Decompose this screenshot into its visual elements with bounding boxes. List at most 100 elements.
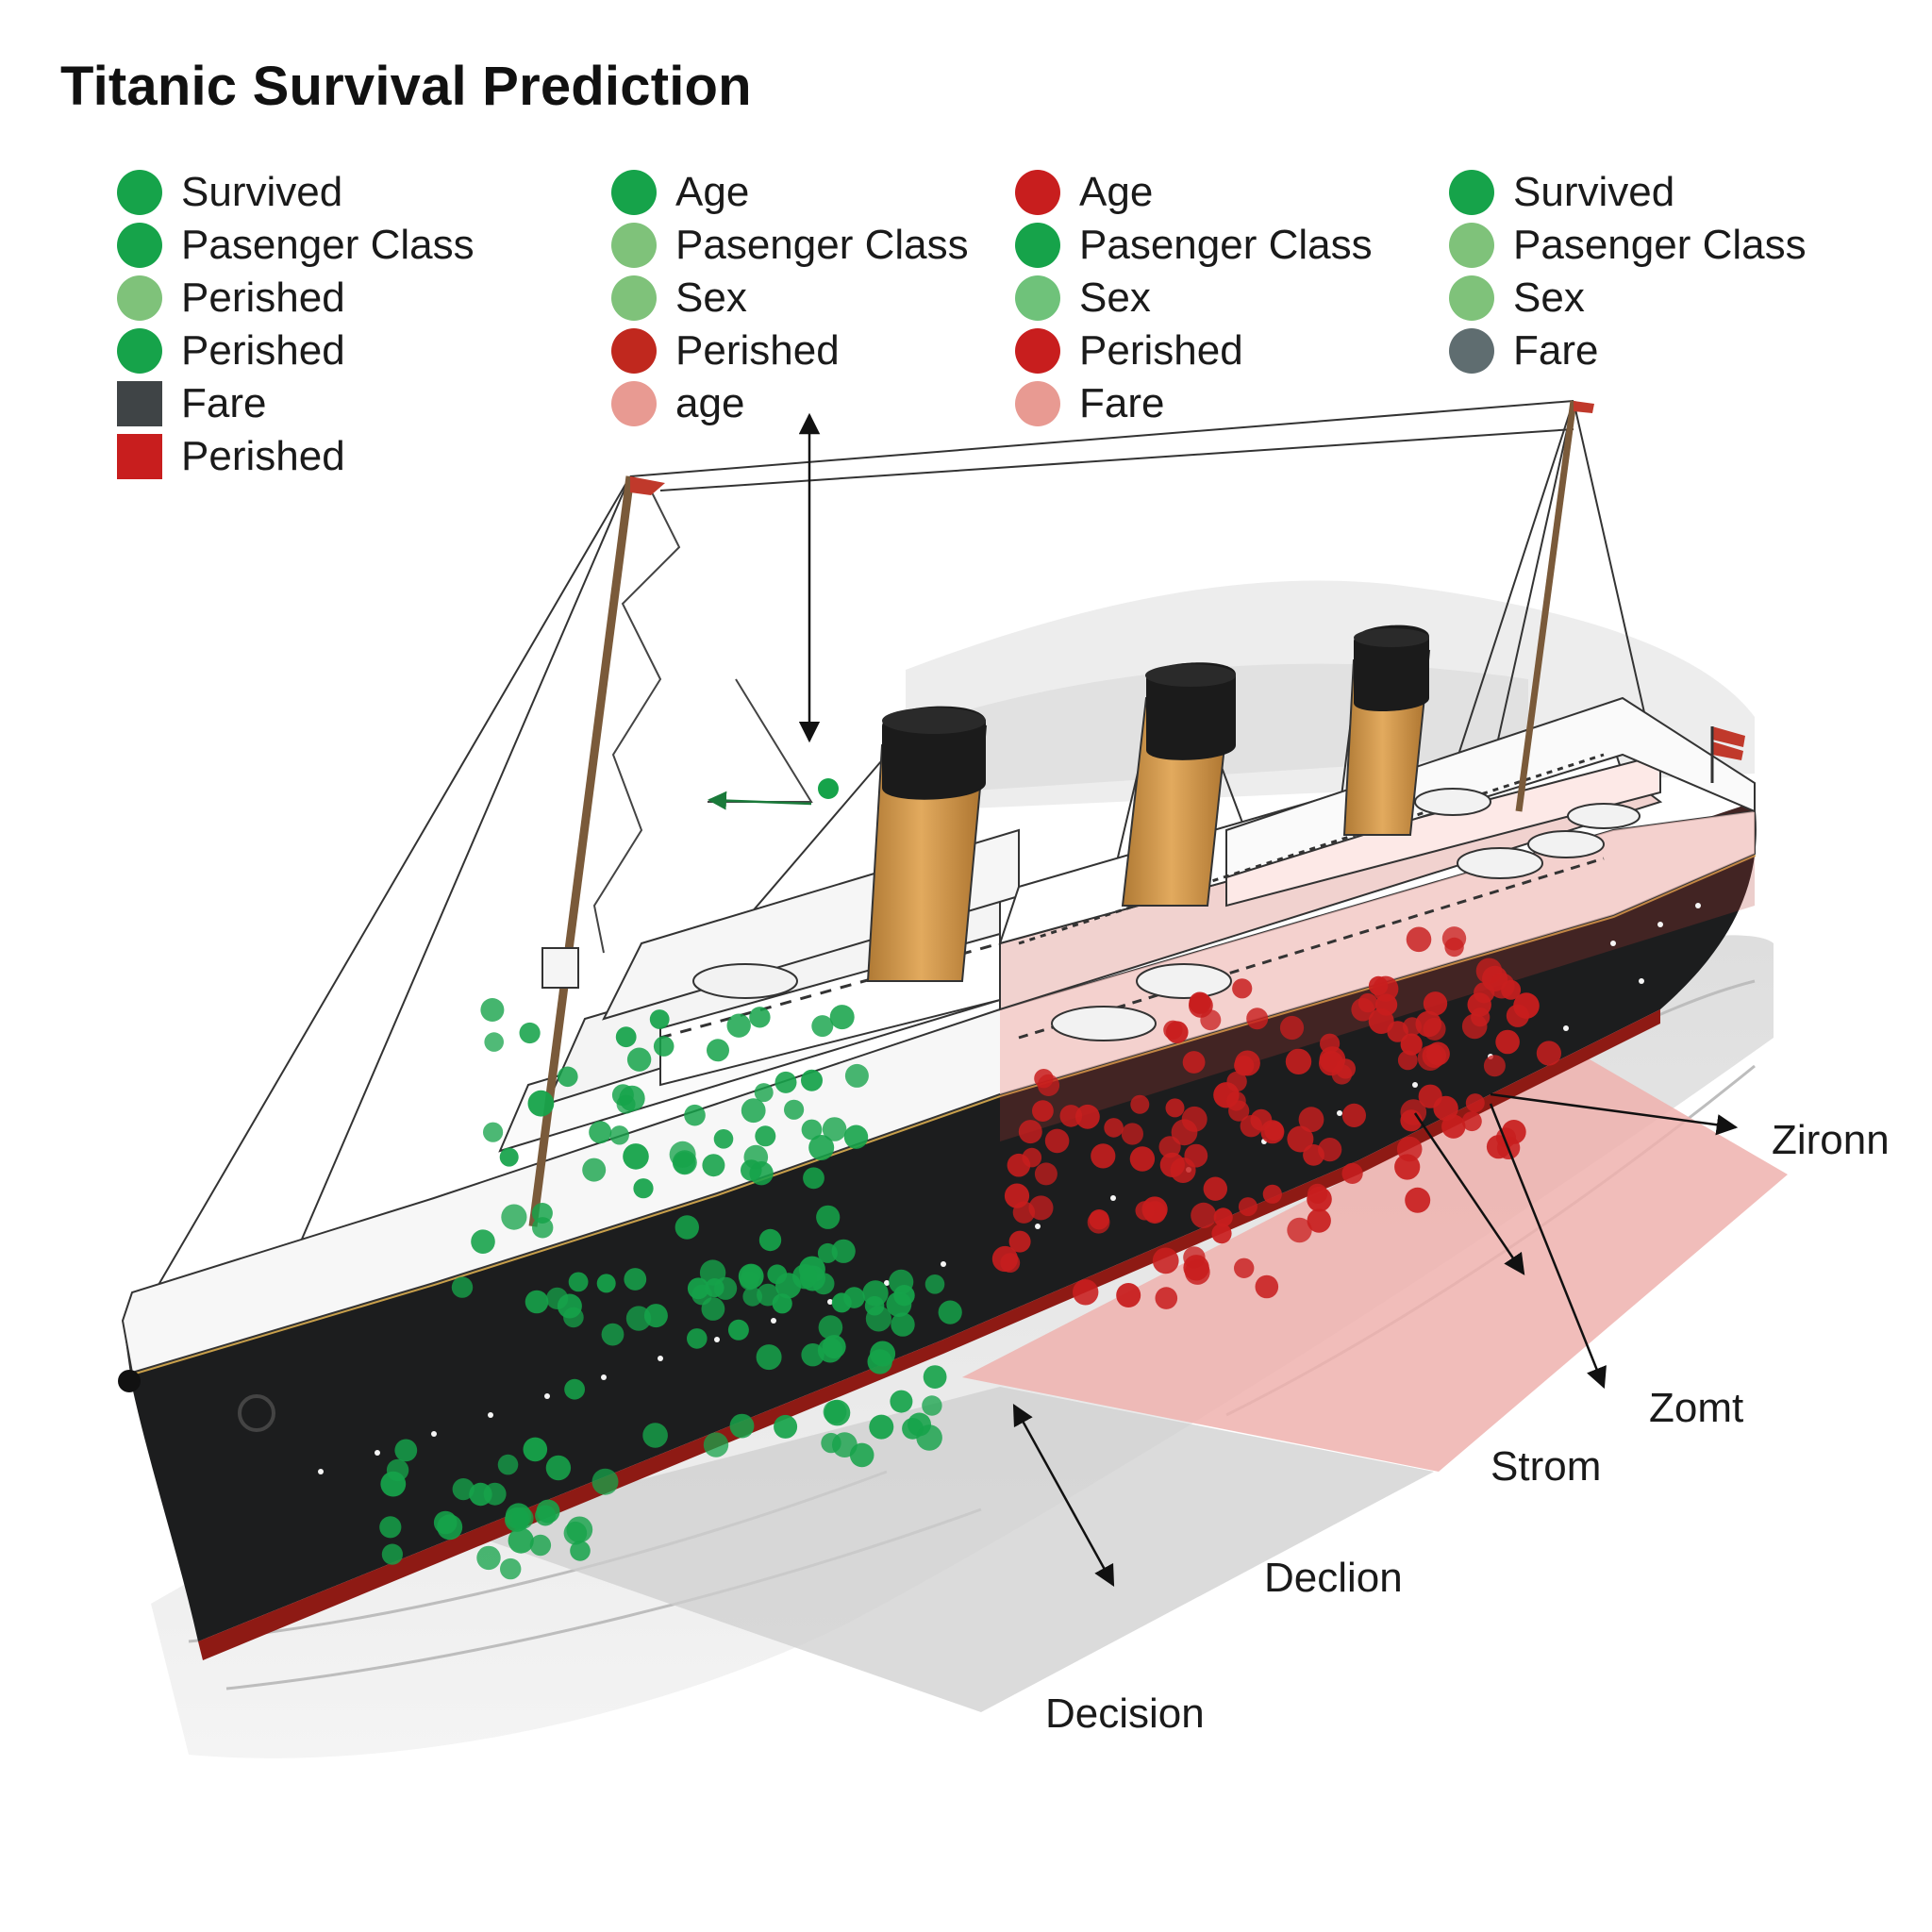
survived-point xyxy=(886,1291,912,1317)
survived-point xyxy=(451,1276,474,1298)
perished-point xyxy=(1234,1050,1260,1076)
perished-point xyxy=(1012,1201,1036,1224)
legend-label: Perished xyxy=(675,327,840,374)
perished-point xyxy=(1008,1230,1031,1253)
survived-point xyxy=(756,1344,782,1371)
legend-label: Pasenger Class xyxy=(181,222,475,268)
perished-point xyxy=(1073,1279,1099,1306)
funnel-2 xyxy=(1121,662,1236,907)
survived-point xyxy=(471,1229,495,1254)
perished-point xyxy=(1028,1195,1054,1221)
perished-point xyxy=(1444,937,1464,958)
survived-point xyxy=(527,1090,555,1117)
legend-dot-icon xyxy=(1015,223,1060,268)
survived-point xyxy=(531,1203,553,1224)
legend-item: Pasenger Class xyxy=(1015,219,1373,272)
survived-point xyxy=(609,1125,629,1145)
legend-label: Fare xyxy=(1513,327,1599,374)
legend-label: Fare xyxy=(181,380,267,426)
legend-item: Sex xyxy=(1449,272,1807,325)
legend-label: Perished xyxy=(181,275,345,321)
survived-point xyxy=(563,1307,584,1328)
perished-point xyxy=(1037,1074,1060,1096)
perished-point xyxy=(1495,1029,1520,1055)
legend-square-icon xyxy=(117,434,162,479)
survived-point xyxy=(570,1541,591,1561)
perished-point xyxy=(1418,1084,1442,1108)
legend-dot-icon xyxy=(117,275,162,321)
perished-point xyxy=(1089,1209,1109,1230)
perished-point xyxy=(1155,1287,1178,1309)
legend-dot-icon xyxy=(117,223,162,268)
survived-point xyxy=(755,1125,776,1147)
survived-point xyxy=(822,1117,847,1141)
perished-point xyxy=(1130,1094,1150,1114)
legend-dot-icon xyxy=(1449,170,1494,215)
survived-point xyxy=(642,1423,668,1448)
survived-point xyxy=(649,1009,670,1029)
legend-dot-icon xyxy=(611,328,657,374)
wedge-outline xyxy=(708,678,813,803)
survived-point xyxy=(558,1066,578,1088)
perished-point xyxy=(1034,1162,1058,1186)
survived-point xyxy=(938,1300,962,1324)
perished-point xyxy=(1007,1153,1031,1177)
survived-point xyxy=(643,1304,668,1328)
callout-zomt: Zomt xyxy=(1649,1385,1744,1431)
perished-point xyxy=(1319,1051,1344,1076)
survived-point xyxy=(801,1069,823,1091)
perished-point xyxy=(1246,1008,1269,1030)
perished-point xyxy=(991,1245,1018,1273)
legend-label: Pasenger Class xyxy=(1513,222,1807,268)
survived-point xyxy=(889,1269,914,1294)
perished-point xyxy=(1158,1136,1181,1158)
perished-point xyxy=(1482,965,1508,991)
perished-point xyxy=(1018,1120,1042,1144)
perished-point xyxy=(1121,1123,1143,1145)
perished-point xyxy=(1262,1184,1282,1204)
survived-point xyxy=(831,1239,856,1263)
torn-sail-outline xyxy=(592,490,681,954)
survived-point xyxy=(713,1129,734,1149)
survived-point xyxy=(749,1007,771,1028)
survived-point xyxy=(801,1343,824,1367)
perished-point xyxy=(1318,1138,1342,1162)
perished-point xyxy=(1461,1013,1488,1040)
legend-dot-icon xyxy=(1015,381,1060,426)
survived-point xyxy=(529,1534,552,1557)
perished-point xyxy=(1183,1255,1209,1281)
perished-point xyxy=(1032,1100,1054,1122)
perished-point xyxy=(1226,1071,1247,1092)
survived-point xyxy=(497,1454,519,1475)
survived-point xyxy=(792,1264,818,1290)
survived-point xyxy=(922,1395,942,1416)
survived-point xyxy=(596,1274,616,1293)
legend-dot-icon xyxy=(117,328,162,374)
survived-point xyxy=(829,1005,855,1030)
survived-point xyxy=(707,1039,729,1062)
survived-point xyxy=(699,1259,726,1286)
survived-point xyxy=(729,1413,755,1439)
perished-point xyxy=(1425,1041,1450,1066)
legend-label: Sex xyxy=(1079,275,1151,321)
survived-point xyxy=(564,1378,585,1400)
survived-point xyxy=(702,1154,725,1177)
perished-point xyxy=(1483,1055,1506,1077)
survived-point xyxy=(519,1022,541,1044)
survived-point xyxy=(924,1274,945,1294)
survived-point xyxy=(772,1293,792,1314)
annotation-arrows xyxy=(798,412,1739,1587)
survived-point xyxy=(891,1312,915,1337)
legend-item: Pasenger Class xyxy=(1449,219,1807,272)
perished-point xyxy=(1467,992,1491,1017)
perished-point xyxy=(1165,1098,1185,1118)
perished-point xyxy=(1397,1050,1418,1071)
legend-label: age xyxy=(675,380,745,426)
perished-point xyxy=(1200,1009,1222,1031)
survived-point xyxy=(589,1121,612,1144)
survived-point xyxy=(687,1277,709,1300)
legend-item: Perished xyxy=(117,430,475,483)
legend-label: Age xyxy=(1079,169,1154,215)
survived-point xyxy=(615,1026,637,1048)
survived-point xyxy=(774,1071,797,1093)
